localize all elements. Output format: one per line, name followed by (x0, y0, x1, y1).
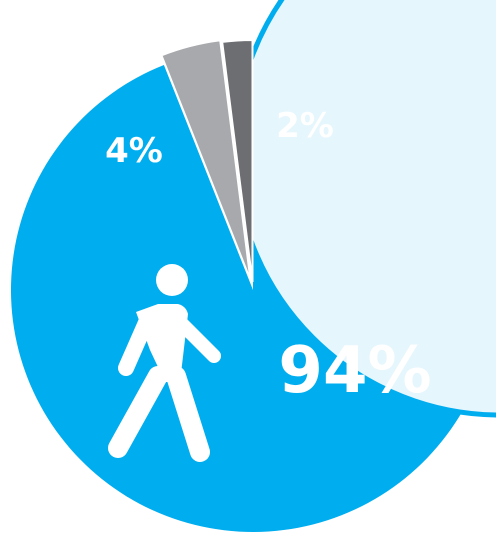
slice-label-94: 94% (278, 334, 431, 408)
slice-label-4: 4% (105, 131, 163, 171)
slice-label-2: 2% (276, 106, 334, 146)
pie-slice-4 (160, 39, 252, 281)
walking-person-icon (108, 264, 221, 462)
pie-slice-2 (221, 39, 254, 283)
